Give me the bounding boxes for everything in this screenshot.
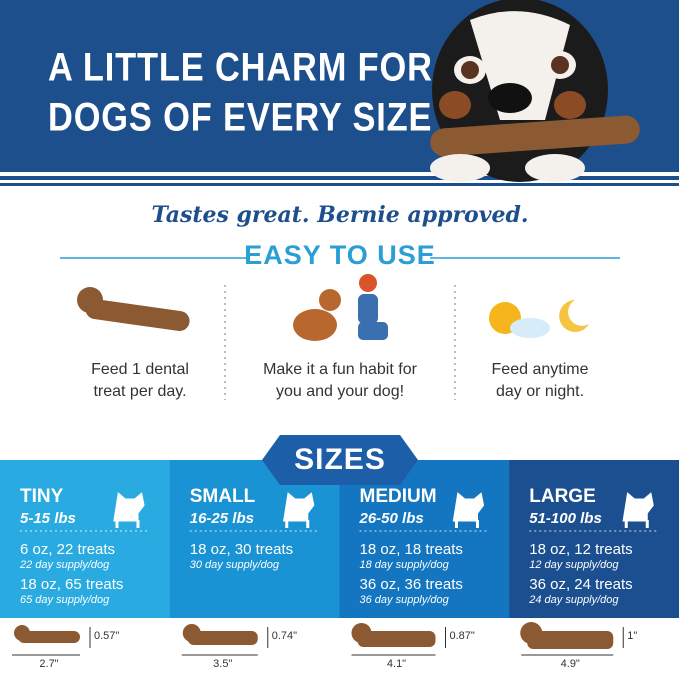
treat xyxy=(527,631,614,649)
section-title: EASY TO USE xyxy=(244,240,436,270)
header-stripe xyxy=(0,180,679,183)
supply: 18 day supply/dog xyxy=(360,559,450,571)
pack-size: 18 oz, 18 treats xyxy=(360,541,463,558)
supply: 36 day supply/dog xyxy=(360,594,450,606)
dog-silhouette xyxy=(622,492,654,528)
step-text: you and your dog! xyxy=(276,383,404,400)
size-name: MEDIUM xyxy=(360,486,437,507)
size-column xyxy=(339,460,510,618)
pack-size: 18 oz, 30 treats xyxy=(190,541,293,558)
header-stripe xyxy=(0,172,679,176)
treat-end xyxy=(14,625,30,641)
treat xyxy=(18,631,80,643)
size-name: LARGE xyxy=(529,486,596,507)
header-title: A LITTLE CHARM FOR xyxy=(48,44,433,89)
dog-illustration xyxy=(430,0,640,182)
size-name: SMALL xyxy=(190,486,256,507)
dog-silhouette xyxy=(282,492,315,528)
tagline: Tastes great. Bernie approved. xyxy=(151,202,528,228)
size-weight: 5-15 lbs xyxy=(20,510,76,527)
sizes-title: SIZES xyxy=(294,443,386,476)
size-column xyxy=(509,460,679,618)
treat-length: 4.1" xyxy=(387,658,406,670)
treat-height: 0.57" xyxy=(94,630,119,642)
dog-silhouette xyxy=(452,492,485,528)
pack-size: 6 oz, 22 treats xyxy=(20,541,115,558)
sizes-banner xyxy=(262,435,418,485)
step-text: treat per day. xyxy=(93,383,186,400)
step-text: Make it a fun habit for xyxy=(263,361,418,378)
high-five-icon xyxy=(293,274,388,341)
supply: 12 day supply/dog xyxy=(529,559,619,571)
treat-length: 3.5" xyxy=(213,658,232,670)
pack-size: 36 oz, 24 treats xyxy=(529,576,632,593)
step-text: Feed 1 dental xyxy=(91,361,189,378)
treat-length: 2.7" xyxy=(39,658,58,670)
header-title: DOGS OF EVERY SIZE xyxy=(48,94,432,139)
supply: 30 day supply/dog xyxy=(190,559,280,571)
pack-size: 18 oz, 12 treats xyxy=(529,541,632,558)
pack-size: 18 oz, 65 treats xyxy=(20,576,123,593)
supply: 22 day supply/dog xyxy=(19,559,110,571)
size-column xyxy=(169,460,340,618)
treat-end xyxy=(351,623,372,643)
supply: 24 day supply/dog xyxy=(528,594,619,606)
day-night-icon xyxy=(489,300,589,338)
treat-end xyxy=(520,622,543,644)
pack-size: 36 oz, 36 treats xyxy=(360,576,463,593)
size-column xyxy=(0,460,171,618)
treat-height: 1" xyxy=(627,630,637,642)
size-weight: 26-50 lbs xyxy=(359,510,424,527)
treat-height: 0.74" xyxy=(272,630,297,642)
treat xyxy=(187,631,258,645)
size-name: TINY xyxy=(20,486,64,507)
size-weight: 51-100 lbs xyxy=(529,510,602,527)
step-text: Feed anytime xyxy=(492,361,589,378)
dog-silhouette xyxy=(113,492,145,528)
treat-end xyxy=(182,624,201,642)
treat xyxy=(357,631,436,647)
treat-height: 0.87" xyxy=(450,630,475,642)
supply: 65 day supply/dog xyxy=(20,594,110,606)
treat-icon xyxy=(77,287,190,331)
step-text: day or night. xyxy=(496,383,584,400)
treat-length: 4.9" xyxy=(561,658,580,670)
size-weight: 16-25 lbs xyxy=(190,510,254,527)
